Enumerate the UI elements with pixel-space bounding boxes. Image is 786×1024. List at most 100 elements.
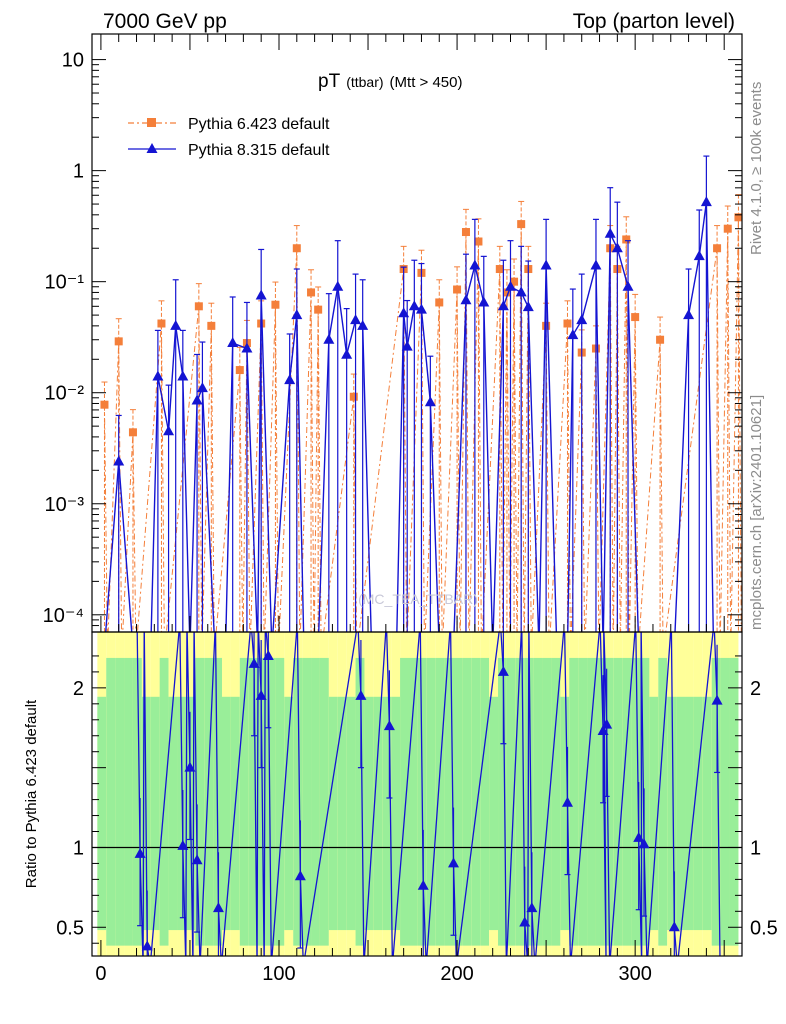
ratio-band-green [702,696,712,931]
pythia8-point [357,319,369,330]
ratio-band-green [471,657,481,946]
ratio-y-tick-label: 2 [73,678,84,700]
ratio-band-green [284,696,294,931]
ratio-band-green [524,657,534,946]
pythia8-point [611,242,623,253]
pythia8-point [291,309,303,320]
x-tick-label: 0 [95,963,106,985]
pythia8-point [196,382,208,393]
ratio-point [638,838,650,849]
ratio-band-green [578,657,588,946]
pythia6-point [114,337,123,346]
ratio-band-green [204,657,214,946]
ratio-y-tick-label-right: 1 [750,837,761,859]
ratio-band-green [230,696,240,931]
ratio-series-line [136,632,721,956]
ratio-point [212,902,224,913]
ratio-band-green [293,657,303,946]
ratio-point [601,718,613,729]
mcplots-label: mcplots.cern.ch [arXiv:2401.10621] [748,395,765,630]
ratio-point [417,879,429,890]
ratio-band-green [444,657,454,946]
ratio-band-green [693,696,703,931]
pythia8-point [622,280,634,291]
ratio-band-green [328,696,338,931]
ratio-band-green [560,696,570,931]
ratio-band-green [587,657,596,946]
pythia8-point [415,303,427,314]
pythia8-point [255,289,267,300]
pythia8-point [424,396,436,407]
ratio-band-green [676,696,686,931]
ratio-band-green [337,696,347,931]
ratio-band-green [498,657,507,946]
ratio-y-tick-label-right: 0.5 [750,917,778,939]
pythia8-point [515,286,527,297]
ratio-point [294,870,306,881]
top-y-tick-label: 10⁻³ [45,494,85,516]
ratio-band-green [355,657,365,946]
ratio-band-green [542,657,552,946]
pythia6-series-line [103,217,742,632]
ratio-band-green [649,696,659,931]
ratio-band-green [595,657,605,946]
ratio-point [519,916,531,927]
ratio-band-green [720,657,730,946]
pythia8-point [398,307,410,318]
ratio-point [383,720,395,731]
pythia6-point [656,335,665,344]
pythia8-point [332,280,344,291]
top-y-tick-label: 10⁻² [45,383,85,405]
pythia8-point [478,296,490,307]
pythia8-point [590,259,602,270]
pythia8-point [469,259,481,270]
ratio-point [184,761,196,772]
plot-title-sub1: (ttbar) [346,74,383,90]
ratio-band-green [604,657,614,946]
ratio-band-green [373,696,383,931]
pythia8-point [700,196,712,207]
ratio-band-green [266,657,276,946]
ratio-band-green [391,696,401,931]
ratio-band-green [319,657,329,946]
plot-title: pT (ttbar) (Mtt > 450) [318,71,462,92]
pythia8-point [241,342,253,353]
pythia8-point [683,309,695,320]
pythia8-point [401,340,413,351]
ratio-plot-data [92,632,742,956]
ratio-band-green [631,657,641,946]
ratio-band-green [515,657,525,946]
header-process-label: Top (parton level) [573,10,735,33]
top-y-tick-label: 10 [62,50,84,72]
ratio-point [597,724,609,735]
legend-pythia6-marker [147,118,156,127]
top-y-tick-label: 1 [73,161,84,183]
axes: 10 1 10⁻¹ 10⁻² 10⁻³ 10⁻⁴ 0.5 0.5 1 1 2 2 0 100 200 300 [43,34,778,985]
legend: Pythia 6.423 default Pythia 8.315 defaul… [128,116,330,159]
ratio-band-green [426,657,436,946]
pythia8-point [497,300,509,311]
ratio-band-green [150,696,160,931]
ratio-point [561,796,573,807]
pythia6-point [271,300,280,309]
ratio-band-green [97,696,107,931]
ratio-point [355,689,367,700]
ratio-band-green [106,657,116,946]
ratio-band-green [132,657,142,946]
ratio-band-green [453,657,463,946]
rivet-version-label: Rivet 4.1.0, ≥ 100k events [748,82,765,255]
pythia8-point [576,314,588,325]
ratio-band-green [115,657,125,946]
pythia8-point [460,294,472,305]
ratio-point [262,649,274,660]
ratio-point [177,839,189,850]
pythia8-point [504,280,516,291]
analysis-watermark: (MC_TEA_TTBAR) [358,591,478,607]
ratio-band-green [685,696,694,931]
pythia8-point [408,300,420,311]
pythia8-point [163,425,175,436]
pythia8-point [323,333,335,344]
ratio-y-tick-label: 0.5 [56,917,84,939]
pythia8-point [113,455,125,466]
